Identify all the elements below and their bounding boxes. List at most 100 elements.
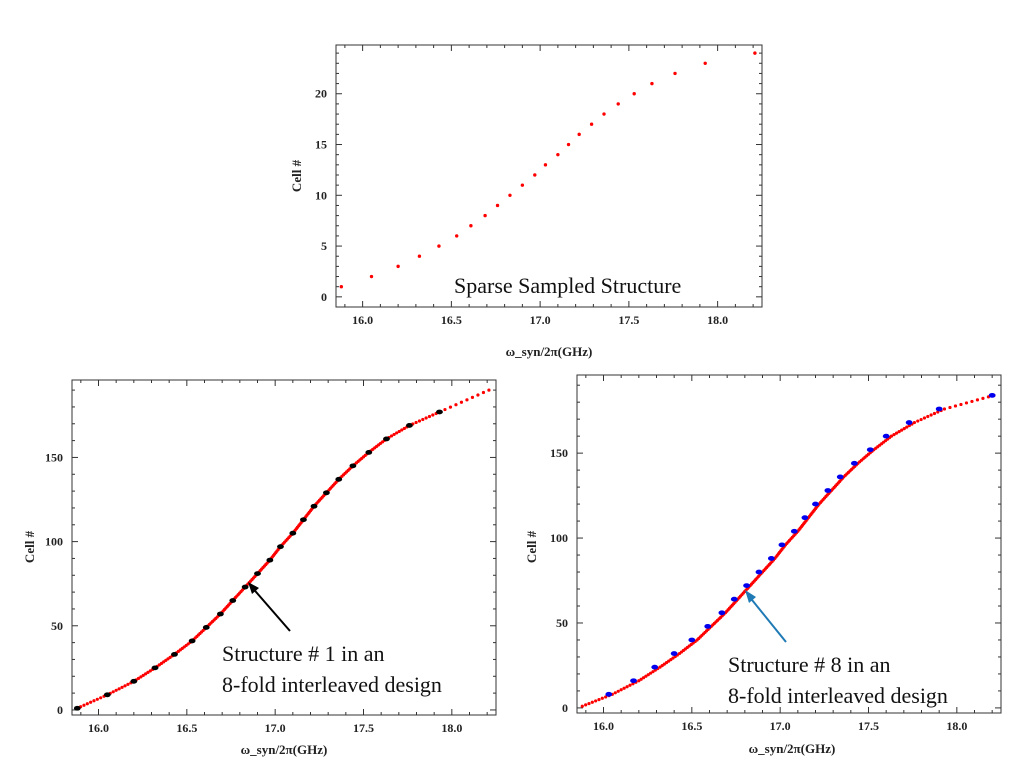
- data-point: [650, 81, 654, 86]
- curve-point: [92, 699, 96, 703]
- curve-point: [604, 695, 608, 699]
- curve-point: [889, 434, 894, 438]
- x-tick-label: 17.5: [858, 719, 879, 733]
- y-tick-label: 20: [315, 87, 327, 101]
- curve-point: [964, 401, 969, 405]
- plot-frame: [576, 374, 1002, 714]
- data-point: [651, 664, 659, 670]
- data-point: [417, 254, 422, 258]
- data-point: [254, 571, 261, 576]
- x-tick-label: 17.0: [265, 721, 286, 735]
- data-point: [778, 542, 786, 548]
- data-point: [520, 183, 525, 187]
- y-axis-label: Cell #: [289, 159, 304, 192]
- data-point: [866, 447, 874, 453]
- curve-point: [465, 398, 469, 402]
- data-point: [905, 420, 913, 425]
- data-point: [730, 596, 738, 602]
- data-point: [688, 637, 696, 643]
- curve-point: [902, 426, 906, 431]
- mark-group: [339, 51, 757, 289]
- curve-point: [144, 672, 148, 676]
- curve-point: [929, 413, 933, 417]
- curve-point: [148, 669, 152, 673]
- tick-group: 16.0 16.5 17.0 17.5 18.0 0 50 100 150: [45, 380, 496, 735]
- curve-point: [919, 417, 923, 422]
- curve-point: [912, 420, 917, 425]
- curve-point: [897, 430, 901, 434]
- curve-point: [639, 677, 643, 681]
- annotation-text: Sparse Sampled Structure: [454, 273, 681, 298]
- annotation-line-1: Structure # 1 in an: [222, 641, 385, 666]
- curve-point: [111, 690, 115, 694]
- data-point: [812, 501, 819, 507]
- x-tick-label: 16.0: [88, 721, 109, 735]
- y-tick-label: 100: [45, 535, 63, 549]
- curve-point: [580, 704, 584, 708]
- x-tick-label: 17.0: [530, 313, 551, 327]
- data-point: [718, 610, 726, 616]
- tick-group: 16.0 16.5 17.0 17.5 18.0 0 5 10 15 20: [315, 45, 762, 327]
- curve-point: [136, 676, 141, 680]
- x-tick-label: 17.5: [618, 313, 639, 327]
- data-point: [801, 515, 809, 521]
- data-point: [836, 474, 844, 480]
- curve-point: [975, 398, 980, 402]
- curve-point: [476, 393, 480, 397]
- data-point: [229, 598, 237, 603]
- chart-structure-1: 16.0 16.5 17.0 17.5 18.0 0 50 100 150 Structure …: [14, 372, 504, 764]
- curve-point: [117, 687, 121, 691]
- data-point: [339, 284, 344, 289]
- data-point: [202, 625, 210, 630]
- chart-sparse-svg: 16.0 16.5 17.0 17.5 18.0 0 5 10 15 20 Sparse Samp…: [289, 44, 763, 359]
- curve-point: [628, 683, 632, 687]
- data-point: [589, 122, 594, 126]
- data-point: [335, 476, 343, 482]
- data-point: [436, 409, 443, 415]
- curve-point: [622, 686, 626, 690]
- data-point: [935, 406, 943, 412]
- curve-point: [123, 684, 127, 688]
- curve-point: [625, 685, 629, 689]
- data-point: [130, 678, 138, 684]
- curve-point: [981, 396, 985, 401]
- curve-point: [95, 697, 99, 701]
- curve-point: [421, 417, 425, 422]
- y-tick-label: 100: [550, 531, 568, 545]
- curve-point: [389, 434, 394, 438]
- x-tick-label: 17.0: [770, 719, 791, 733]
- tick-group: 16.0 16.5 17.0 17.5 18.0 0 50 100 150: [550, 375, 1001, 733]
- data-point: [171, 651, 178, 657]
- data-point: [556, 152, 560, 157]
- curve-point: [139, 675, 143, 679]
- curve-point: [397, 429, 401, 434]
- data-point: [790, 528, 798, 534]
- y-tick-label: 50: [51, 619, 63, 633]
- curve-point: [141, 673, 145, 677]
- curve-point: [481, 390, 486, 395]
- data-point: [508, 193, 512, 197]
- curve-point: [584, 703, 588, 707]
- annotation-line-2: 8-fold interleaved design: [728, 683, 948, 708]
- curve-point: [146, 670, 150, 674]
- chart-structure-8-svg: 16.0 16.5 17.0 17.5 18.0 0 50 100 150 Structure …: [524, 374, 1002, 756]
- curve-point: [402, 426, 406, 431]
- curve-point: [114, 688, 118, 692]
- y-axis-label: Cell #: [524, 530, 539, 563]
- chart-structure-8: 16.0 16.5 17.0 17.5 18.0 0 50 100 150 Structure …: [518, 372, 1018, 764]
- data-point: [73, 705, 81, 711]
- data-point: [188, 638, 196, 644]
- x-tick-label: 16.5: [176, 721, 197, 735]
- curve-point: [970, 399, 974, 404]
- curve-point: [459, 400, 464, 404]
- data-point: [365, 449, 373, 455]
- x-axis-label: ω_syn/2π(GHz): [749, 741, 836, 756]
- data-point: [217, 611, 224, 617]
- data-point: [469, 224, 473, 228]
- data-point: [543, 163, 548, 167]
- mark-group: [580, 392, 996, 708]
- y-tick-label: 50: [556, 616, 568, 630]
- curve-point: [651, 670, 655, 674]
- data-point: [566, 142, 571, 147]
- y-tick-label: 0: [562, 701, 568, 715]
